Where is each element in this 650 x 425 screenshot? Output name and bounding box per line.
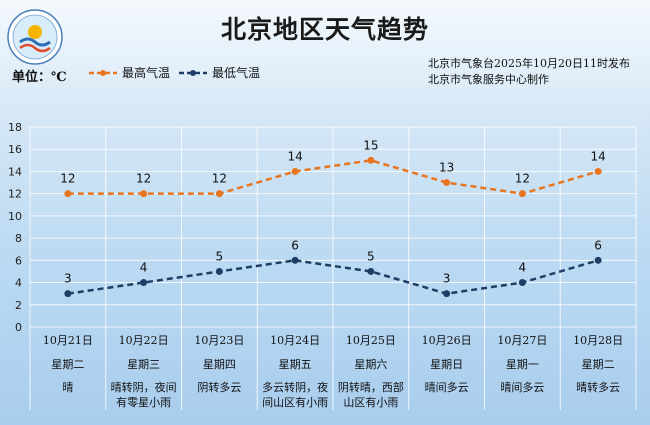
day-condition-line: 有零星小雨 bbox=[116, 396, 172, 409]
day-weekday: 星期二 bbox=[51, 358, 85, 371]
day-column: 10月24日 星期五多云转阴，夜 间山区有小雨 bbox=[258, 330, 332, 410]
unit-label: 单位：℃ bbox=[12, 70, 67, 85]
day-condition: 晴转多云 bbox=[561, 380, 635, 395]
data-label-low: 6 bbox=[594, 238, 602, 252]
data-point-high bbox=[594, 167, 602, 175]
day-date: 10月28日 bbox=[573, 334, 624, 347]
day-condition: 晴转阴，夜间 有零星小雨 bbox=[107, 380, 181, 410]
day-date: 10月22日 bbox=[118, 334, 169, 347]
meteorological-logo-icon bbox=[7, 9, 63, 65]
chart-title: 北京地区天气趋势 bbox=[220, 15, 429, 44]
data-point-low bbox=[64, 290, 72, 298]
data-point-high bbox=[140, 190, 148, 198]
legend-low: 最低气温 bbox=[178, 64, 260, 81]
day-condition: 晴 bbox=[31, 380, 105, 395]
data-point-high bbox=[443, 179, 451, 187]
day-column: 10月28日 星期二晴转多云 bbox=[561, 330, 635, 395]
day-column: 10月27日 星期一晴间多云 bbox=[485, 330, 559, 395]
day-condition-line: 晴 bbox=[62, 381, 74, 394]
issuer-line-1: 北京市气象台2025年10月20日11时发布 bbox=[428, 57, 630, 70]
data-label-high: 13 bbox=[439, 161, 454, 175]
day-condition: 晴间多云 bbox=[410, 380, 484, 395]
y-tick-label: 8 bbox=[15, 232, 22, 245]
y-tick-label: 16 bbox=[8, 143, 22, 156]
issuer-info: 北京市气象台2025年10月20日11时发布 北京市气象服务中心制作 bbox=[428, 56, 630, 88]
day-condition-line: 间山区有小雨 bbox=[262, 396, 329, 409]
day-weekday: 星期一 bbox=[505, 358, 539, 371]
data-point-low bbox=[443, 290, 451, 298]
day-date: 10月24日 bbox=[270, 334, 321, 347]
day-weekday: 星期二 bbox=[581, 358, 615, 371]
day-date: 10月25日 bbox=[345, 334, 396, 347]
legend-high: 最高气温 bbox=[88, 64, 170, 81]
data-point-low bbox=[215, 267, 223, 275]
data-label-low: 3 bbox=[64, 272, 72, 286]
data-label-low: 4 bbox=[140, 261, 148, 275]
data-label-high: 12 bbox=[136, 172, 151, 186]
data-point-low bbox=[594, 256, 602, 264]
y-tick-label: 12 bbox=[8, 188, 22, 201]
data-point-high bbox=[518, 190, 526, 198]
day-date: 10月23日 bbox=[194, 334, 245, 347]
data-point-low bbox=[140, 279, 148, 287]
day-weekday: 星期三 bbox=[127, 358, 161, 371]
data-point-high bbox=[215, 190, 223, 198]
day-condition: 晴间多云 bbox=[485, 380, 559, 395]
day-column: 10月23日 星期四阴转多云 bbox=[182, 330, 256, 395]
data-label-high: 12 bbox=[60, 172, 75, 186]
data-label-low: 6 bbox=[291, 238, 299, 252]
day-condition-line: 多云转阴，夜 bbox=[262, 381, 329, 394]
data-label-high: 14 bbox=[287, 149, 302, 163]
day-date: 10月27日 bbox=[497, 334, 548, 347]
day-condition-line: 山区有小雨 bbox=[343, 396, 399, 409]
legend-low-label: 最低气温 bbox=[212, 66, 261, 80]
legend-low-marker-icon bbox=[179, 69, 207, 76]
day-column: 10月26日 星期日晴间多云 bbox=[410, 330, 484, 395]
day-condition-line: 晴转多云 bbox=[576, 381, 621, 394]
data-label-low: 5 bbox=[216, 249, 224, 263]
day-weekday: 星期五 bbox=[278, 358, 312, 371]
day-condition: 阴转晴，西部 山区有小雨 bbox=[334, 380, 408, 410]
y-tick-label: 6 bbox=[15, 254, 22, 267]
y-tick-label: 2 bbox=[15, 299, 22, 312]
data-point-high bbox=[367, 156, 375, 164]
data-label-low: 5 bbox=[367, 249, 375, 263]
day-condition-line: 晴转阴，夜间 bbox=[110, 381, 177, 394]
day-column: 10月25日 星期六阴转晴，西部 山区有小雨 bbox=[334, 330, 408, 410]
day-date: 10月26日 bbox=[421, 334, 472, 347]
y-tick-label: 4 bbox=[15, 277, 22, 290]
day-weekday: 星期六 bbox=[354, 358, 388, 371]
data-point-high bbox=[291, 167, 299, 175]
day-condition-line: 阴转多云 bbox=[197, 381, 242, 394]
day-condition-line: 晴间多云 bbox=[500, 381, 545, 394]
data-point-low bbox=[367, 267, 375, 275]
data-point-high bbox=[64, 190, 72, 198]
day-condition-line: 阴转晴，西部 bbox=[337, 381, 404, 394]
y-tick-label: 0 bbox=[15, 321, 22, 334]
y-tick-label: 10 bbox=[8, 210, 22, 223]
data-label-high: 12 bbox=[212, 172, 227, 186]
day-column: 10月22日 星期三晴转阴，夜间 有零星小雨 bbox=[107, 330, 181, 410]
data-label-low: 4 bbox=[519, 261, 527, 275]
day-condition: 阴转多云 bbox=[182, 380, 256, 395]
data-label-high: 14 bbox=[590, 149, 605, 163]
y-tick-label: 18 bbox=[8, 121, 22, 134]
data-label-high: 15 bbox=[363, 138, 378, 152]
legend-high-marker-icon bbox=[89, 69, 117, 76]
day-column: 10月21日 星期二晴 bbox=[31, 330, 105, 395]
day-condition: 多云转阴，夜 间山区有小雨 bbox=[258, 380, 332, 410]
data-label-low: 3 bbox=[443, 272, 451, 286]
data-point-low bbox=[291, 256, 299, 264]
legend-high-label: 最高气温 bbox=[122, 66, 171, 80]
issuer-line-2: 北京市气象服务中心制作 bbox=[428, 73, 549, 86]
data-label-high: 12 bbox=[515, 172, 530, 186]
day-condition-line: 晴间多云 bbox=[424, 381, 469, 394]
day-weekday: 星期四 bbox=[202, 358, 236, 371]
y-tick-label: 14 bbox=[8, 165, 22, 178]
day-weekday: 星期日 bbox=[430, 358, 464, 371]
day-date: 10月21日 bbox=[42, 334, 93, 347]
data-point-low bbox=[518, 279, 526, 287]
